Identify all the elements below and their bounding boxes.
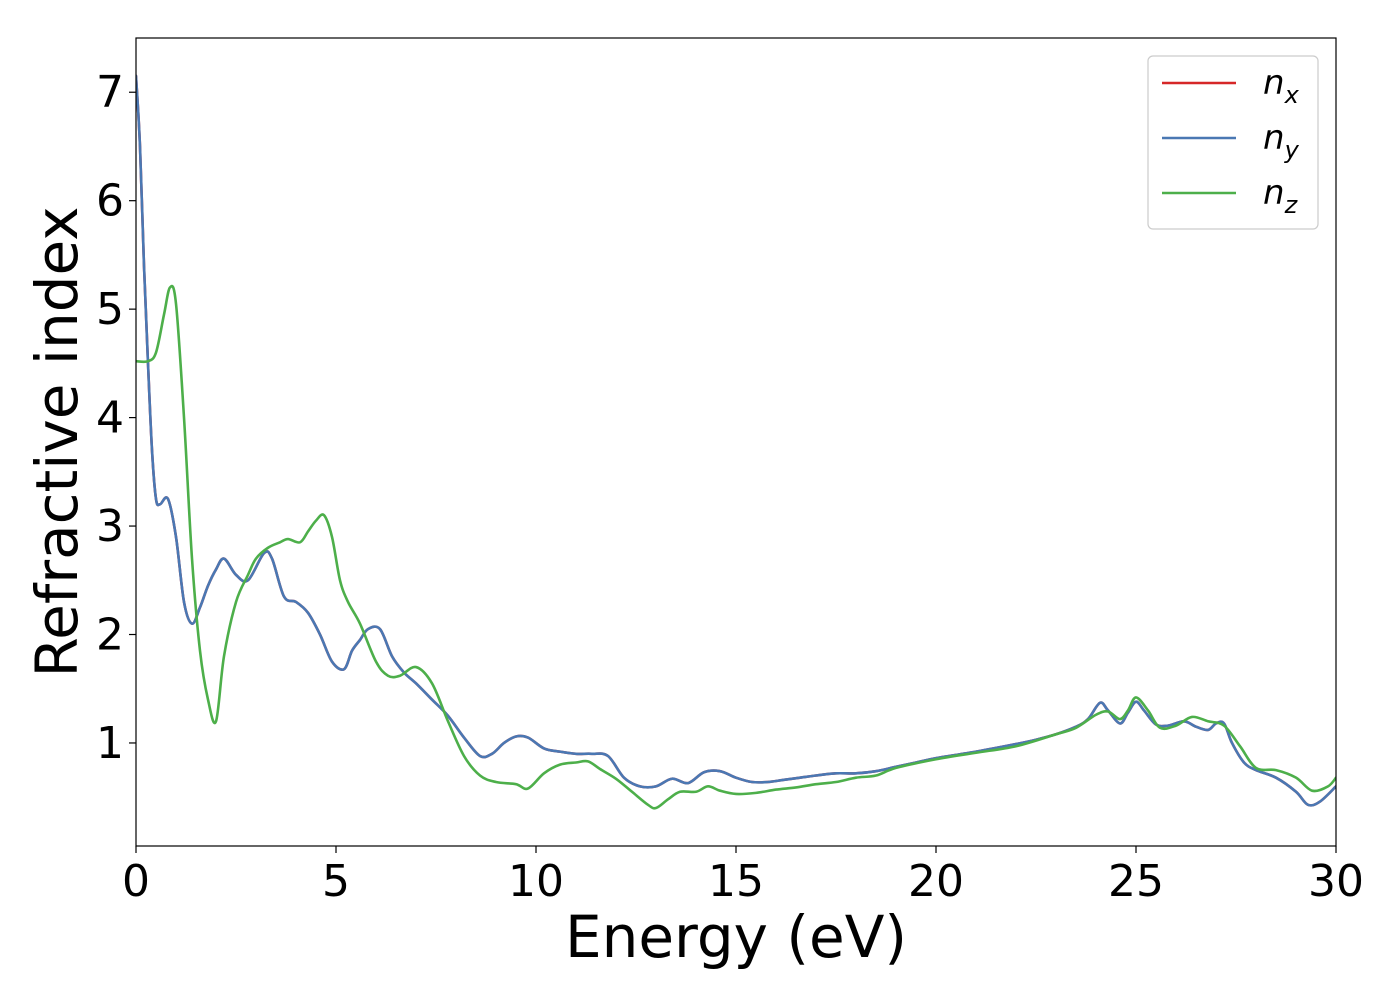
y-tick-label: 1 <box>96 718 124 769</box>
x-axis-title: Energy (eV) <box>565 903 907 971</box>
series-group <box>136 74 1336 810</box>
x-tick-label: 5 <box>322 856 350 907</box>
x-tick-label: 0 <box>122 856 150 907</box>
x-tick-label: 25 <box>1108 856 1164 907</box>
y-axis-title: Refractive index <box>23 206 91 677</box>
x-tick-label: 10 <box>508 856 564 907</box>
y-tick-label: 3 <box>96 501 124 552</box>
series-line-ny <box>136 74 1336 807</box>
x-tick-label: 15 <box>708 856 764 907</box>
y-tick-label: 2 <box>96 610 124 661</box>
x-tick-label: 30 <box>1308 856 1364 907</box>
y-tick-label: 7 <box>96 67 124 118</box>
y-axis-ticks: 1 2 3 4 5 6 7 <box>96 67 136 769</box>
legend-frame <box>1147 55 1319 230</box>
series-line-nz <box>136 284 1336 810</box>
y-tick-label: 5 <box>96 284 124 335</box>
x-tick-label: 20 <box>908 856 964 907</box>
y-tick-label: 6 <box>96 176 124 227</box>
x-axis-ticks: 0 5 10 15 20 25 30 <box>122 846 1364 907</box>
y-tick-label: 4 <box>96 393 124 444</box>
